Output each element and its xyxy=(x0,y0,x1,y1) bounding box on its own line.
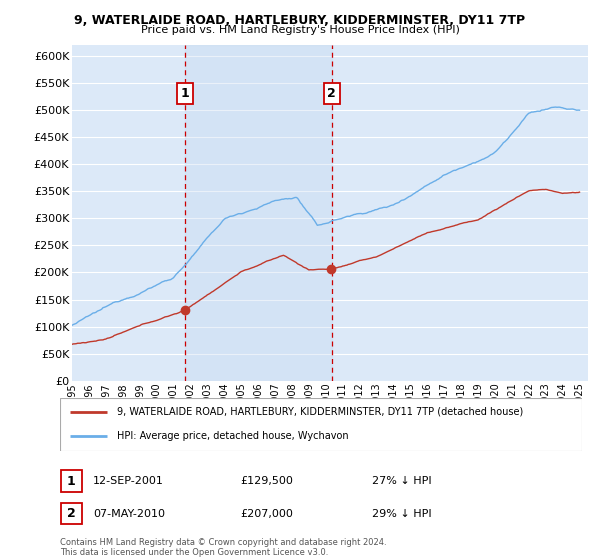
Text: 29% ↓ HPI: 29% ↓ HPI xyxy=(372,508,431,519)
Text: 07-MAY-2010: 07-MAY-2010 xyxy=(93,508,165,519)
FancyBboxPatch shape xyxy=(61,503,82,524)
FancyBboxPatch shape xyxy=(61,470,82,492)
Text: 27% ↓ HPI: 27% ↓ HPI xyxy=(372,476,431,486)
FancyBboxPatch shape xyxy=(60,398,582,451)
Text: Contains HM Land Registry data © Crown copyright and database right 2024.
This d: Contains HM Land Registry data © Crown c… xyxy=(60,538,386,557)
Text: 12-SEP-2001: 12-SEP-2001 xyxy=(93,476,164,486)
Text: 2: 2 xyxy=(328,87,336,100)
Text: 9, WATERLAIDE ROAD, HARTLEBURY, KIDDERMINSTER, DY11 7TP (detached house): 9, WATERLAIDE ROAD, HARTLEBURY, KIDDERMI… xyxy=(118,407,524,417)
Text: 2: 2 xyxy=(67,507,76,520)
Text: 1: 1 xyxy=(181,87,190,100)
Text: 9, WATERLAIDE ROAD, HARTLEBURY, KIDDERMINSTER, DY11 7TP: 9, WATERLAIDE ROAD, HARTLEBURY, KIDDERMI… xyxy=(74,14,526,27)
Text: Price paid vs. HM Land Registry's House Price Index (HPI): Price paid vs. HM Land Registry's House … xyxy=(140,25,460,35)
Text: £129,500: £129,500 xyxy=(240,476,293,486)
Text: HPI: Average price, detached house, Wychavon: HPI: Average price, detached house, Wych… xyxy=(118,431,349,441)
Bar xyxy=(185,45,332,381)
Text: 1: 1 xyxy=(67,474,76,488)
Text: £207,000: £207,000 xyxy=(240,508,293,519)
